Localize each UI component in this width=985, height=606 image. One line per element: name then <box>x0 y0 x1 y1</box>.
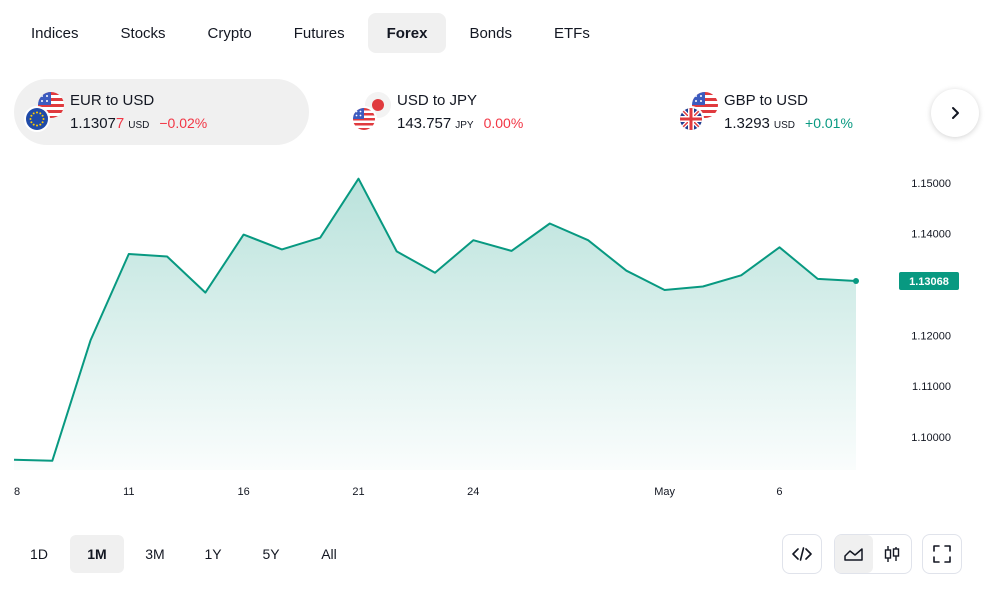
fullscreen-icon <box>923 535 961 573</box>
code-icon <box>783 535 821 573</box>
x-tick-label: 8 <box>14 486 20 498</box>
y-tick-label: 1.10000 <box>911 432 951 444</box>
ticker-usd-jpy[interactable]: USD to JPY 143.757 JPY 0.00% <box>341 79 636 145</box>
last-price-label: 1.13068 <box>909 276 949 288</box>
candlestick-chart-button[interactable] <box>873 535 911 573</box>
ticker-price: 1.3293 <box>724 115 770 132</box>
next-tickers-button[interactable] <box>931 89 979 137</box>
ticker-eur-usd[interactable]: EUR to USD 1.13077 USD −0.02% <box>14 79 309 145</box>
ticker-change: 0.00% <box>483 115 524 131</box>
range-5y[interactable]: 5Y <box>262 546 280 562</box>
x-tick-label: 6 <box>776 486 782 498</box>
x-tick-label: 24 <box>467 486 479 498</box>
currency-flags <box>678 92 718 132</box>
currency-flags <box>351 92 391 132</box>
area-chart-button[interactable] <box>835 535 873 573</box>
tab-indices[interactable]: Indices <box>31 24 79 42</box>
ticker-unit: USD <box>128 120 150 131</box>
tab-bonds[interactable]: Bonds <box>469 24 512 42</box>
us-flag-icon <box>351 106 377 132</box>
currency-flags <box>24 92 64 132</box>
ticker-unit: JPY <box>455 120 474 131</box>
area-chart-icon <box>844 548 863 561</box>
ticker-unit: USD <box>773 120 796 131</box>
ticker-gbp-usd[interactable]: GBP to USD 1.3293 USD +0.01% <box>668 79 923 145</box>
chart-style-toggle <box>834 534 912 574</box>
ticker-name: USD to JPY <box>397 92 478 109</box>
tab-crypto[interactable]: Crypto <box>207 24 252 42</box>
market-tabs: Indices Stocks Crypto Futures Forex Bond… <box>12 13 609 53</box>
range-1d[interactable]: 1D <box>30 546 48 562</box>
tab-etfs[interactable]: ETFs <box>554 24 590 42</box>
eu-flag-icon <box>24 106 50 132</box>
y-tick-label: 1.11000 <box>912 381 951 393</box>
range-1y[interactable]: 1Y <box>204 546 222 562</box>
tab-stocks[interactable]: Stocks <box>120 24 166 42</box>
y-tick-label: 1.12000 <box>911 330 951 342</box>
chevron-right-icon <box>952 107 959 119</box>
tab-forex[interactable]: Forex <box>367 13 447 53</box>
x-tick-label: 16 <box>238 486 250 498</box>
data-point <box>853 278 859 285</box>
range-1m[interactable]: 1M <box>70 535 124 573</box>
time-range-selector: 1D 1M 3M 1Y 5Y All <box>12 535 356 573</box>
embed-button[interactable] <box>782 534 822 574</box>
y-tick-label: 1.15000 <box>911 178 951 190</box>
range-all[interactable]: All <box>321 546 337 562</box>
y-tick-label: 1.14000 <box>911 229 951 241</box>
chart-area-fill <box>14 178 856 470</box>
ticker-name: EUR to USD <box>70 92 155 109</box>
x-tick-label: May <box>654 486 675 498</box>
tab-futures[interactable]: Futures <box>293 24 345 42</box>
ticker-change: −0.02% <box>159 115 208 131</box>
uk-flag-icon <box>678 106 704 132</box>
x-tick-label: 21 <box>352 486 364 498</box>
us-flag-icon <box>38 92 64 118</box>
range-3m[interactable]: 3M <box>145 546 165 562</box>
ticker-name: GBP to USD <box>724 92 808 109</box>
candlestick-icon <box>884 546 900 562</box>
fullscreen-button[interactable] <box>922 534 962 574</box>
chart-series-line <box>13 177 857 462</box>
x-tick-label: 11 <box>123 486 134 498</box>
price-chart[interactable]: 8 11 16 21 24 May 6 1.15000 1.14000 1.12000 1.110… <box>0 165 985 510</box>
last-price-tag <box>899 272 959 291</box>
ticker-price: 1.13077 <box>70 115 125 132</box>
ticker-price: 143.757 <box>397 115 452 132</box>
ticker-change: +0.01% <box>805 115 853 131</box>
